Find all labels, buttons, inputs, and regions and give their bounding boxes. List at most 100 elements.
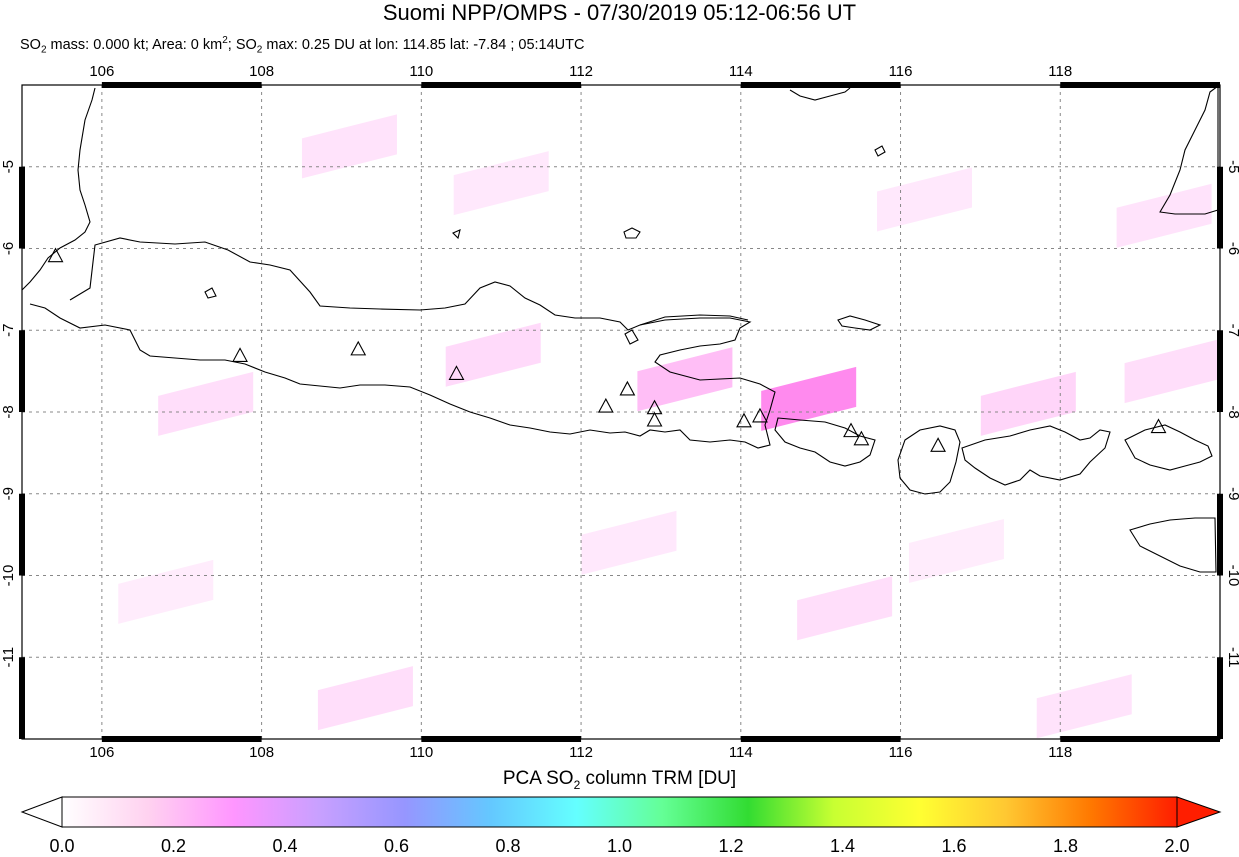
lon-label-top-3: 112: [569, 63, 593, 80]
colorbar-tick-5: 1.0: [606, 836, 633, 856]
lon-labels-bottom: 106 108 110 112 114 116 118: [89, 744, 1072, 760]
summary-max-text: max: 0.25 DU at lon: 114.85 lat: -7.84 ;…: [262, 36, 585, 53]
sumbawa-coastline: [961, 425, 1111, 486]
so2-pixel-3: [445, 322, 541, 387]
so2-pixel-10: [581, 510, 677, 575]
lat-labels: -5 -5 -6 -6 -7 -7 -8 -8 -9 -9 -10 -10 -11 -11: [0, 160, 1239, 667]
colorbar-tick-7: 1.4: [829, 836, 856, 856]
colorbar-tick-8: 1.6: [941, 836, 967, 856]
lon-label-bottom-5: 116: [889, 744, 913, 760]
so2-pixel-0: [301, 114, 397, 179]
volcano-marker-2: [350, 340, 367, 356]
frame-bar-bottom-1: [101, 736, 262, 742]
frame-bar-top-7: [1060, 82, 1220, 88]
lat-label-left-0: -5: [0, 160, 17, 173]
summary-mass-text: mass: 0.000 kt; Area: 0 km: [46, 36, 223, 53]
so2-pixel-14: [118, 559, 214, 624]
colorbar-title-prefix: PCA SO: [502, 768, 574, 789]
lat-label-right-2: -7: [1225, 324, 1239, 337]
volcano-marker-9: [752, 407, 768, 423]
summary-mass-sub: 2: [40, 44, 47, 56]
bawean-island: [623, 227, 641, 239]
volcano-marker-13: [1150, 418, 1167, 434]
frame-bar-bottom-7: [1060, 736, 1220, 742]
lat-label-left-2: -7: [0, 324, 17, 337]
lon-label-top-0: 106: [89, 63, 114, 80]
lon-label-bottom-6: 118: [1048, 744, 1072, 760]
volcano-marker-10: [843, 422, 859, 438]
so2-pixel-9: [1124, 339, 1220, 404]
lon-labels-top: 106 108 110 112 114 116 118: [89, 63, 1072, 80]
lat-label-right-4: -9: [1225, 487, 1239, 500]
lon-label-top-5: 116: [889, 63, 913, 80]
so2-pixel-2: [158, 371, 254, 436]
colorbar-gradient: [61, 796, 1178, 828]
bali-coastline: [774, 417, 876, 467]
frame-bar-bottom-3: [421, 736, 582, 742]
colorbar-tick-6: 1.2: [718, 836, 744, 856]
lon-label-bottom-1: 108: [249, 744, 274, 760]
lon-label-top-6: 118: [1048, 63, 1072, 80]
volcano-marker-8: [736, 412, 752, 428]
frame-bar-top-5: [740, 82, 901, 88]
volcano-markers: [47, 247, 1167, 452]
lon-label-bottom-2: 110: [409, 744, 433, 760]
lat-label-right-1: -6: [1225, 242, 1239, 255]
frame-bar-left-7: [19, 657, 25, 739]
so2-pixel-1: [453, 151, 549, 216]
java-coastline: [29, 237, 776, 449]
so2-pixel-5: [761, 366, 857, 431]
volcano-marker-5: [619, 380, 636, 396]
summary-max-sub: 2: [256, 44, 263, 56]
lat-label-right-5: -10: [1225, 565, 1239, 587]
volcano-marker-7: [646, 411, 663, 427]
lon-label-top-1: 108: [249, 63, 274, 80]
sumba-coastline: [1129, 517, 1217, 573]
volcano-marker-4: [597, 397, 614, 413]
borneo-coastline: [1159, 84, 1219, 215]
volcano-marker-1: [232, 347, 248, 362]
so2-pixel-15: [908, 518, 1004, 583]
lon-label-top-4: 114: [729, 63, 753, 80]
colorbar-tick-2: 0.4: [272, 836, 298, 856]
colorbar-title-sub: 2: [573, 777, 581, 792]
lon-label-bottom-4: 114: [729, 744, 753, 760]
frame-bar-top-1: [101, 82, 262, 88]
colorbar-high-arrow: [1176, 796, 1222, 828]
map-title: Suomi NPP/OMPS - 07/30/2019 05:12-06:56 …: [382, 0, 857, 25]
summary-mass-prefix: SO: [20, 36, 41, 53]
lat-label-left-1: -6: [0, 242, 17, 255]
cape-islet-a: [204, 287, 217, 299]
so2-map: 106 108 110 112 114 116 118 106 108 110 112 114 116…: [0, 63, 1239, 760]
madura-coastline: [639, 314, 749, 326]
colorbar-tick-4: 0.8: [495, 836, 521, 856]
colorbar-title-suffix: column TRM [DU]: [580, 768, 737, 789]
lombok-coastline: [897, 425, 961, 495]
volcano-marker-12: [930, 437, 946, 452]
so2-pixel-7: [980, 371, 1076, 436]
frame-bar-bottom-5: [740, 736, 901, 742]
so2-pixel-12: [317, 666, 413, 731]
lon-label-top-2: 110: [409, 63, 433, 80]
so2-summary: SO2 mass: 0.000 kt; Area: 0 km2; SO2 max…: [20, 35, 584, 56]
frame-bar-right-1: [1217, 166, 1223, 249]
lat-label-left-4: -9: [0, 487, 17, 500]
lat-label-left-3: -8: [0, 405, 17, 418]
frame-bar-top-3: [421, 82, 582, 88]
volcano-marker-3: [448, 365, 465, 380]
so2-pixel-11: [797, 576, 893, 641]
volcano-marker-11: [853, 430, 870, 446]
frame-bar-left-5: [19, 493, 25, 576]
so2-pixel-8: [1116, 183, 1212, 248]
frame-bar-right-5: [1217, 493, 1223, 576]
colorbar-tick-0: 0.0: [49, 836, 75, 856]
cape-islet-b: [624, 329, 639, 345]
frame-bar-right-7: [1217, 657, 1223, 739]
north-islets: [789, 87, 886, 157]
lat-label-left-6: -11: [0, 647, 17, 668]
lon-label-bottom-3: 112: [569, 744, 593, 760]
volcano-marker-0: [47, 247, 64, 263]
colorbar-tick-1: 0.2: [160, 836, 187, 856]
frame-bar-right-3: [1217, 330, 1223, 412]
coastlines: [21, 84, 1219, 573]
